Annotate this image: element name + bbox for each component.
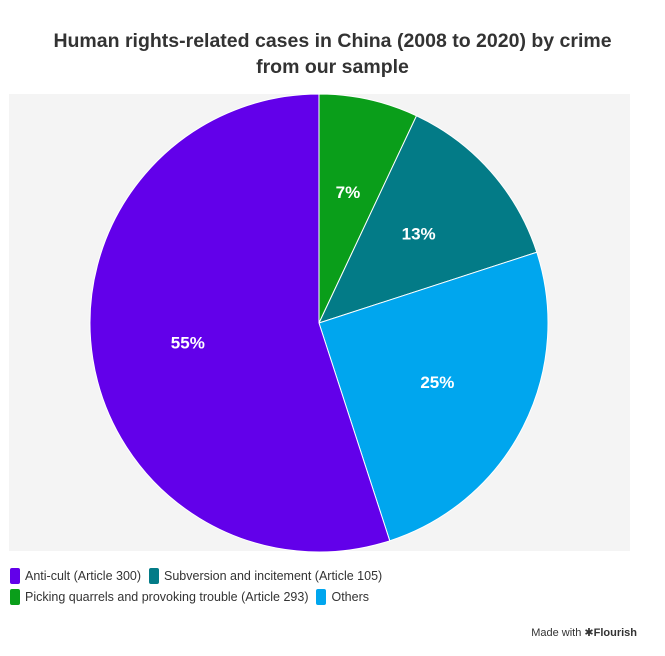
pie-slice-3[interactable] [89, 93, 391, 553]
pie-slice-label-0: 7% [336, 183, 361, 202]
flourish-credit[interactable]: Made with ✱Flourish [531, 626, 637, 639]
legend-label-subversion: Subversion and incitement (Article 105) [164, 569, 383, 583]
legend: Anti-cult (Article 300) Subversion and i… [10, 566, 450, 608]
credit-prefix: Made with [531, 627, 582, 639]
pie-slice-label-2: 25% [420, 373, 454, 392]
legend-label-others: Others [331, 590, 369, 604]
legend-item-subversion[interactable]: Subversion and incitement (Article 105) [149, 568, 382, 584]
legend-swatch-anti-cult [10, 568, 20, 584]
legend-swatch-picking-quarrels [10, 589, 20, 605]
legend-item-others[interactable]: Others [316, 589, 369, 605]
legend-label-picking-quarrels: Picking quarrels and provoking trouble (… [25, 590, 309, 604]
legend-row-1: Anti-cult (Article 300) Subversion and i… [10, 566, 450, 586]
chart-title-line-1: Human rights-related cases in China (200… [53, 30, 612, 52]
pie-slice-label-3: 55% [171, 333, 205, 352]
legend-label-anti-cult: Anti-cult (Article 300) [25, 569, 142, 583]
pie-slice-label-1: 13% [402, 225, 436, 244]
legend-swatch-subversion [149, 568, 160, 584]
legend-swatch-others [316, 589, 327, 605]
chart-title-line-2: from our sample [256, 56, 409, 78]
pie-slice-2[interactable] [318, 251, 549, 542]
legend-item-picking-quarrels[interactable]: Picking quarrels and provoking trouble (… [10, 589, 308, 605]
credit-brand: ✱Flourish [584, 627, 637, 639]
pie-slice-1[interactable] [318, 115, 538, 324]
legend-row-2: Picking quarrels and provoking trouble (… [10, 587, 450, 607]
legend-item-anti-cult[interactable]: Anti-cult (Article 300) [10, 568, 141, 584]
chart-title: Human rights-related cases in China (200… [0, 28, 665, 80]
